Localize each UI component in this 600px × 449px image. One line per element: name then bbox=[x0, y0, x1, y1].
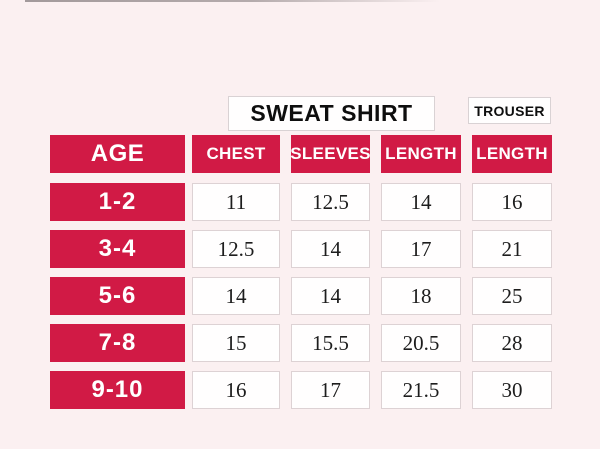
value-cell: 15 bbox=[192, 324, 280, 362]
age-cell: 9-10 bbox=[50, 371, 185, 409]
value-cell: 14 bbox=[381, 183, 461, 221]
value-cell: 11 bbox=[192, 183, 280, 221]
value-cell: 21 bbox=[472, 230, 552, 268]
age-cell: 5-6 bbox=[50, 277, 185, 315]
value-cell: 12.5 bbox=[192, 230, 280, 268]
value-cell: 16 bbox=[192, 371, 280, 409]
age-cell: 1-2 bbox=[50, 183, 185, 221]
trouser-group-title: TROUSER bbox=[468, 97, 551, 124]
column-header-sleeves: SLEEVES bbox=[290, 135, 370, 173]
column-header-trouser-length: LENGTH bbox=[472, 135, 552, 173]
value-cell: 12.5 bbox=[291, 183, 370, 221]
value-cell: 20.5 bbox=[381, 324, 461, 362]
value-cell: 21.5 bbox=[381, 371, 461, 409]
value-cell: 16 bbox=[472, 183, 552, 221]
top-edge-line bbox=[25, 0, 440, 2]
value-cell: 15.5 bbox=[291, 324, 370, 362]
column-header-age: AGE bbox=[50, 135, 185, 173]
age-cell: 3-4 bbox=[50, 230, 185, 268]
value-cell: 17 bbox=[291, 371, 370, 409]
sweat-shirt-group-title: SWEAT SHIRT bbox=[228, 96, 435, 131]
value-cell: 18 bbox=[381, 277, 461, 315]
value-cell: 14 bbox=[291, 230, 370, 268]
value-cell: 25 bbox=[472, 277, 552, 315]
age-cell: 7-8 bbox=[50, 324, 185, 362]
value-cell: 14 bbox=[291, 277, 370, 315]
column-header-chest: CHEST bbox=[192, 135, 280, 173]
column-header-length: LENGTH bbox=[381, 135, 461, 173]
value-cell: 30 bbox=[472, 371, 552, 409]
value-cell: 17 bbox=[381, 230, 461, 268]
value-cell: 14 bbox=[192, 277, 280, 315]
value-cell: 28 bbox=[472, 324, 552, 362]
